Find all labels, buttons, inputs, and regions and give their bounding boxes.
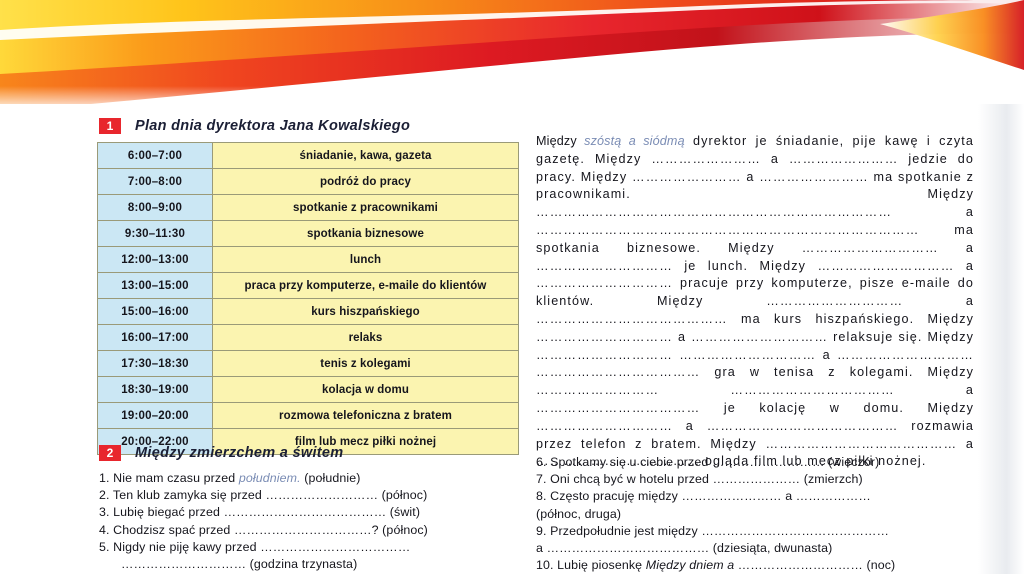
schedule-activity-cell: śniadanie, kawa, gazeta — [212, 142, 519, 169]
schedule-time-cell: 8:00–9:00 — [97, 194, 213, 221]
exercise-item-continuation: a ………………………………… (dziesiąta, dwunasta) — [536, 541, 833, 556]
exercise-item-text: Lubię biegać przed ………………………………… (świt) — [109, 505, 421, 520]
schedule-time-cell: 12:00–13:00 — [97, 246, 213, 273]
exercise-item-text: Oni chcą być w hotelu przed ………………… (zmi… — [546, 472, 863, 487]
schedule-activity-cell: lunch — [212, 246, 519, 273]
exercise-item: 10. Lubię piosenkę Między dniem a ………………… — [536, 557, 976, 574]
schedule-time-cell: 15:00–16:00 — [97, 298, 213, 325]
table-row: 7:00–8:00 podróż do pracy — [97, 168, 519, 195]
exercise-item-number: 5. — [99, 539, 110, 554]
exercise-2-right-column: 6. Spotkamy się u ciebie przed ………………………… — [536, 454, 976, 574]
schedule-activity-cell: podróż do pracy — [212, 168, 519, 195]
exercise-item-number: 3. — [99, 505, 110, 520]
schedule-activity-cell: spotkanie z pracownikami — [212, 194, 519, 221]
table-row: 19:00–20:00 rozmowa telefoniczna z bratem — [97, 402, 519, 429]
schedule-time-cell: 16:00–17:00 — [97, 324, 213, 351]
paragraph-body: dyrektor je śniadanie, pije kawę i czyta… — [536, 134, 974, 469]
schedule-time-cell: 13:00–15:00 — [97, 272, 213, 299]
exercise-item-song-title: Między dniem a — [645, 558, 735, 573]
exercise-item-text: Nie mam czasu przed — [109, 471, 239, 485]
table-row: 17:30–18:30 tenis z kolegami — [97, 350, 519, 377]
schedule-table-body: 6:00–7:00 śniadanie, kawa, gazeta 7:00–8:0… — [97, 142, 519, 455]
exercise-item-text: Nigdy nie piję kawy przed ……………………………… — [109, 539, 411, 554]
table-row: 18:30–19:00 kolacja w domu — [97, 376, 519, 403]
exercise-item: 1. Nie mam czasu przed południem. (połud… — [99, 470, 517, 487]
exercise-item: 9. Przedpołudnie jest między ……………………………… — [536, 523, 976, 540]
exercise-item-text: Często pracuję między …………………… a ……………… — [546, 489, 871, 504]
daily-schedule-table: 6:00–7:00 śniadanie, kawa, gazeta 7:00–8:0… — [97, 142, 519, 455]
exercise-1-heading: 1 Plan dnia dyrektora Jana Kowalskiego — [99, 118, 410, 134]
exercise-item-number: 6. — [536, 455, 547, 469]
exercise-item-number: 10. — [536, 558, 554, 573]
exercise-item-number: 8. — [536, 489, 547, 504]
schedule-activity-cell: tenis z kolegami — [212, 350, 519, 377]
exercise-item-number: 2. — [99, 488, 110, 503]
schedule-time-cell: 19:00–20:00 — [97, 402, 213, 429]
paragraph-lead-before: Między — [536, 134, 585, 148]
schedule-activity-cell: spotkania biznesowe — [212, 220, 519, 247]
exercise-item: 8. Często pracuję między …………………… a …………… — [536, 488, 976, 505]
exercise-item-hint: (południe) — [300, 471, 361, 485]
schedule-activity-cell: kurs hiszpańskiego — [212, 298, 519, 325]
table-row: 16:00–17:00 relaks — [97, 324, 519, 351]
exercise-2-heading: 2 Między zmierzchem a świtem — [99, 445, 343, 461]
page-edge-shadow — [978, 104, 1024, 574]
schedule-activity-cell: praca przy komputerze, e-maile do klient… — [212, 272, 519, 299]
exercise-item-text: Chodzisz spać przed ……………………………? (północ… — [109, 522, 428, 537]
exercise-item-number: 4. — [99, 522, 110, 537]
table-row: 12:00–13:00 lunch — [97, 246, 519, 273]
gap-fill-paragraph: Między szóstą a siódmą dyrektor je śniad… — [536, 133, 974, 471]
exercise-item-number: 7. — [536, 472, 547, 487]
schedule-time-cell: 17:30–18:30 — [97, 350, 213, 377]
exercise-item: 5. Nigdy nie piję kawy przed ……………………………… — [99, 539, 517, 556]
exercise-item-text: Ten klub zamyka się przed ……………………… (pół… — [109, 488, 428, 503]
paragraph-highlight-answer: szóstą a siódmą — [584, 134, 685, 148]
table-row: 13:00–15:00 praca przy komputerze, e-mail… — [97, 272, 519, 299]
table-row: 9:30–11:30 spotkania biznesowe — [97, 220, 519, 247]
exercise-item-number: 1. — [99, 471, 110, 485]
schedule-activity-cell: relaks — [212, 324, 519, 351]
exercise-item: 4. Chodzisz spać przed ……………………………? (pół… — [99, 522, 517, 539]
exercise-item: 2. Ten klub zamyka się przed ……………………… (… — [99, 487, 517, 504]
exercise-item: 7. Oni chcą być w hotelu przed ………………… (… — [536, 471, 976, 488]
table-row: 8:00–9:00 spotkanie z pracownikami — [97, 194, 519, 221]
table-row: 6:00–7:00 śniadanie, kawa, gazeta — [97, 142, 519, 169]
schedule-time-cell: 7:00–8:00 — [97, 168, 213, 195]
schedule-time-cell: 9:30–11:30 — [97, 220, 213, 247]
schedule-time-cell: 6:00–7:00 — [97, 142, 213, 169]
exercise-1-number-badge: 1 — [99, 118, 121, 134]
schedule-activity-cell: film lub mecz piłki nożnej — [212, 428, 519, 455]
exercise-item: 6. Spotkamy się u ciebie przed ………………………… — [536, 454, 976, 471]
decorative-ribbon-banner — [0, 0, 1024, 112]
exercise-2-left-column: 1. Nie mam czasu przed południem. (połud… — [99, 470, 517, 573]
exercise-item: 3. Lubię biegać przed ………………………………… (świ… — [99, 504, 517, 521]
table-row: 15:00–16:00 kurs hiszpańskiego — [97, 298, 519, 325]
schedule-time-cell: 18:30–19:00 — [97, 376, 213, 403]
exercise-item-number: 9. — [536, 523, 547, 538]
exercise-item-answer: południem. — [238, 471, 301, 485]
table-row: 20:00–22:00 film lub mecz piłki nożnej — [97, 428, 519, 455]
schedule-activity-cell: rozmowa telefoniczna z bratem — [212, 402, 519, 429]
exercise-item-hint: ………………………… (noc) — [734, 558, 896, 573]
exercise-item-text: Lubię piosenkę — [553, 558, 646, 573]
exercise-item-continuation: (północ, druga) — [536, 506, 622, 521]
exercise-item-continuation: ………………………… (godzina trzynasta) — [121, 557, 358, 572]
exercise-2-number-badge: 2 — [99, 445, 121, 461]
exercise-item-text: Przedpołudnie jest między ……………………………………… — [546, 523, 889, 538]
exercise-2-title: Między zmierzchem a świtem — [135, 445, 344, 461]
exercise-item-text: Spotkamy się u ciebie przed ……………………… (w… — [546, 455, 880, 469]
schedule-activity-cell: kolacja w domu — [212, 376, 519, 403]
exercise-1-title: Plan dnia dyrektora Jana Kowalskiego — [135, 118, 411, 134]
